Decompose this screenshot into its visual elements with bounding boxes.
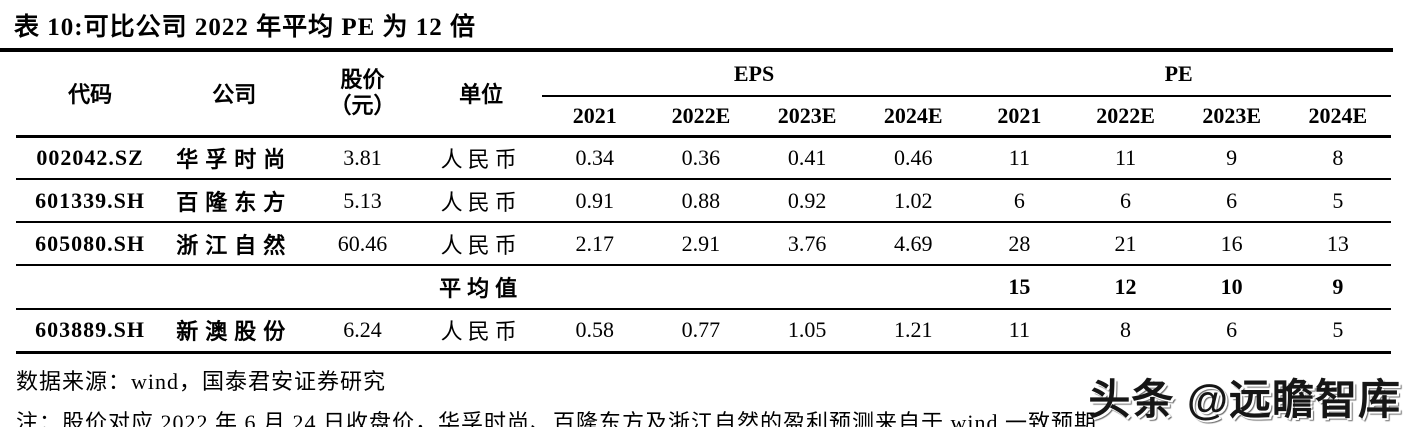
col-header-company: 公司 — [164, 52, 305, 138]
cell-pe: 11 — [966, 136, 1073, 180]
table-title: 表 10:可比公司 2022 年平均 PE 为 12 倍 — [14, 14, 477, 41]
table-row: 601339.SH 百隆东方 5.13 人民币 0.91 0.88 0.92 1… — [16, 179, 1391, 223]
cell-avg-pe: 10 — [1178, 265, 1285, 310]
cell-pe: 6 — [1178, 309, 1285, 354]
cell-eps: 0.77 — [647, 309, 754, 354]
cell-code: 603889.SH — [16, 309, 165, 354]
cell-pe: 6 — [1178, 179, 1285, 223]
cell-eps: 3.76 — [754, 222, 861, 266]
cell-pe: 5 — [1284, 179, 1391, 223]
pe-year-2021: 2021 — [966, 96, 1073, 138]
cell-eps: 0.41 — [754, 136, 861, 180]
cell-price: 3.81 — [304, 136, 421, 180]
cell-company: 浙江自然 — [164, 222, 305, 266]
cell-company: 新澳股份 — [164, 309, 305, 354]
cell-avg-pe: 15 — [966, 265, 1073, 310]
watermark-toutiao-yuanzhan: 头条 @远瞻智库 — [1088, 376, 1401, 423]
cell-unit: 人民币 — [420, 222, 542, 266]
average-row: 平均值 15 12 10 9 — [16, 265, 1391, 310]
cell-pe: 11 — [1072, 136, 1179, 180]
average-label: 平均值 — [420, 265, 542, 310]
cell-pe: 13 — [1284, 222, 1391, 266]
cell-pe: 5 — [1284, 309, 1391, 354]
title-rule — [0, 48, 1393, 52]
cell-eps: 4.69 — [860, 222, 967, 266]
cell-price: 5.13 — [304, 179, 421, 223]
eps-year-2024e: 2024E — [860, 96, 967, 138]
cell-code: 601339.SH — [16, 179, 165, 223]
cell-pe: 9 — [1178, 136, 1285, 180]
cell-price: 6.24 — [304, 309, 421, 354]
table-row: 603889.SH 新澳股份 6.24 人民币 0.58 0.77 1.05 1… — [16, 309, 1391, 354]
cell-eps: 0.91 — [541, 179, 648, 223]
cell-code: 605080.SH — [16, 222, 165, 266]
cell-eps: 1.05 — [754, 309, 861, 354]
cell-price: 60.46 — [304, 222, 421, 266]
pe-year-2022e: 2022E — [1072, 96, 1179, 138]
pe-year-2024e: 2024E — [1284, 96, 1391, 138]
col-header-price: 股价 （元） — [304, 52, 421, 138]
eps-year-2022e: 2022E — [647, 96, 754, 138]
cell-unit: 人民币 — [420, 179, 542, 223]
pe-year-2023e: 2023E — [1178, 96, 1285, 138]
cell-eps: 0.58 — [541, 309, 648, 354]
cell-pe: 16 — [1178, 222, 1285, 266]
cell-pe: 8 — [1072, 309, 1179, 354]
col-header-unit: 单位 — [420, 52, 542, 138]
cell-pe: 8 — [1284, 136, 1391, 180]
cell-pe: 6 — [966, 179, 1073, 223]
cell-pe: 6 — [1072, 179, 1179, 223]
cell-company: 华孚时尚 — [164, 136, 305, 180]
cell-pe: 28 — [966, 222, 1073, 266]
comparable-companies-table: 代码 公司 股价 （元） 单位 EPS PE 2021 2022E 2023E … — [16, 52, 1391, 354]
cell-empty — [16, 265, 421, 310]
cell-eps: 2.91 — [647, 222, 754, 266]
cell-eps: 0.92 — [754, 179, 861, 223]
data-source-text: 数据来源：wind，国泰君安证券研究 — [16, 368, 387, 394]
cell-empty — [647, 265, 754, 310]
cell-code: 002042.SZ — [16, 136, 165, 180]
col-header-price-line1: 股价 — [340, 67, 385, 93]
cell-eps: 2.17 — [541, 222, 648, 266]
cell-eps: 0.36 — [647, 136, 754, 180]
footnote-text: 注：股价对应 2022 年 6 月 24 日收盘价，华孚时尚、百隆东方及浙江自然… — [16, 409, 1098, 427]
group-header-eps: EPS — [541, 52, 967, 97]
cell-empty — [754, 265, 861, 310]
cell-eps: 0.34 — [541, 136, 648, 180]
cell-empty — [541, 265, 648, 310]
col-header-price-line2: （元） — [329, 93, 396, 119]
cell-empty — [860, 265, 967, 310]
table-row: 605080.SH 浙江自然 60.46 人民币 2.17 2.91 3.76 … — [16, 222, 1391, 266]
cell-unit: 人民币 — [420, 309, 542, 354]
col-header-code: 代码 — [16, 52, 165, 138]
cell-company: 百隆东方 — [164, 179, 305, 223]
table-row: 002042.SZ 华孚时尚 3.81 人民币 0.34 0.36 0.41 0… — [16, 136, 1391, 180]
cell-unit: 人民币 — [420, 136, 542, 180]
eps-year-2021: 2021 — [541, 96, 648, 138]
cell-eps: 1.02 — [860, 179, 967, 223]
cell-eps: 1.21 — [860, 309, 967, 354]
group-header-pe: PE — [966, 52, 1391, 97]
cell-eps: 0.46 — [860, 136, 967, 180]
cell-eps: 0.88 — [647, 179, 754, 223]
eps-year-2023e: 2023E — [754, 96, 861, 138]
cell-avg-pe: 9 — [1284, 265, 1391, 310]
cell-avg-pe: 12 — [1072, 265, 1179, 310]
cell-pe: 11 — [966, 309, 1073, 354]
cell-pe: 21 — [1072, 222, 1179, 266]
